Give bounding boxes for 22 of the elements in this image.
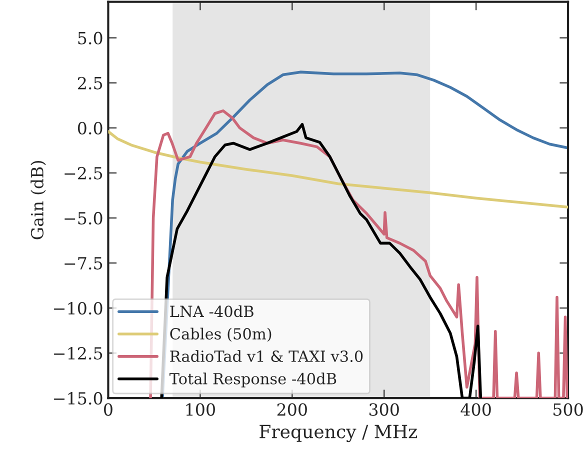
y-tick-label: −12.5 [54, 347, 102, 360]
y-tick-label: −2.5 [64, 166, 102, 180]
x-tick-label: 500 [554, 403, 583, 416]
y-tick-label: −7.5 [64, 257, 102, 270]
legend-label: Cables (50m) [170, 328, 272, 342]
y-tick-label: 5.0 [78, 32, 102, 44]
legend-label: RadioTad v1 & TAXI v3.0 [170, 350, 363, 362]
legend-label: Total Response -40dB [169, 372, 336, 388]
y-axis-title: Gain (dB) [30, 161, 46, 240]
x-axis-title: Frequency / MHz [260, 424, 417, 442]
y-tick-label: 0.0 [78, 122, 102, 134]
y-tick-label: −5.0 [64, 212, 102, 225]
x-tick-label: 200 [277, 403, 307, 416]
x-tick-label: 100 [186, 403, 215, 416]
y-tick-label: −15.0 [54, 392, 102, 405]
x-tick-label: 300 [369, 403, 399, 416]
x-tick-label: 400 [460, 403, 491, 416]
y-tick-label: −10.0 [54, 302, 102, 315]
x-tick-label: 0 [104, 403, 112, 416]
line-series [108, 130, 568, 209]
y-tick-label: 2.5 [78, 76, 102, 90]
legend-label: LNA -40dB [170, 305, 254, 318]
